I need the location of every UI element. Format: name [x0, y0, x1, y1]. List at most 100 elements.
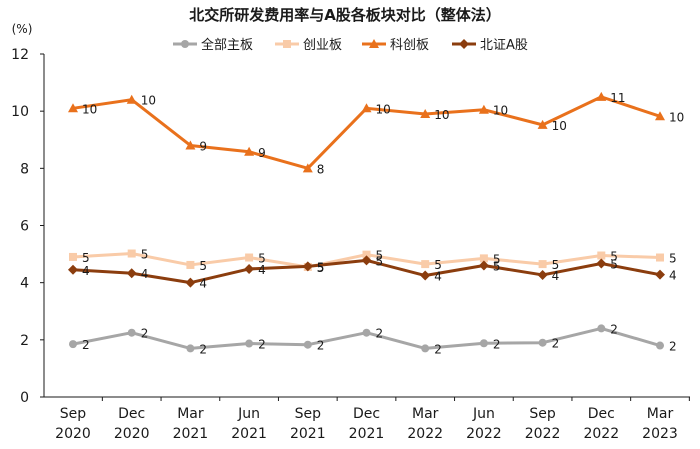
chart-title: 北交所研发费用率与A股各板块对比（整体法）: [189, 6, 501, 24]
data-label: 4: [552, 269, 560, 283]
x-tick-label: 2021: [349, 426, 385, 442]
data-label: 10: [552, 119, 567, 133]
x-tick-label: Dec: [118, 406, 145, 422]
data-label: 5: [610, 258, 618, 272]
data-point: [421, 260, 430, 269]
legend: 全部主板 创业板 科创板 北证A股: [173, 37, 528, 53]
data-point: [185, 140, 196, 150]
data-label: 5: [669, 252, 677, 266]
data-point: [537, 269, 548, 280]
x-tick-label: Dec: [353, 406, 380, 422]
data-label: 2: [434, 342, 442, 356]
data-label: 5: [434, 258, 442, 272]
data-point: [655, 269, 665, 280]
data-label: 4: [141, 267, 149, 281]
series-layer: [68, 91, 665, 353]
data-point: [362, 250, 371, 259]
legend-marker: [283, 40, 291, 48]
x-tick-label: Dec: [588, 406, 615, 422]
data-label: 2: [141, 327, 149, 341]
data-point: [69, 340, 77, 349]
x-tick-label: 2021: [173, 426, 209, 442]
data-label: 10: [434, 108, 449, 122]
data-label: 5: [258, 252, 266, 266]
y-tick-label: 10: [11, 104, 29, 120]
y-tick-label: 8: [20, 161, 29, 177]
data-label: 2: [376, 327, 384, 341]
legend-label: 创业板: [303, 38, 342, 53]
data-label: 5: [610, 250, 618, 264]
x-tick-label: Jun: [472, 406, 495, 422]
data-point: [655, 111, 665, 121]
data-label: 4: [199, 277, 207, 291]
y-axis-ticks: 0 2 4 6 8 10 12: [11, 47, 44, 406]
data-point: [302, 163, 313, 173]
legend-marker: [369, 39, 379, 48]
data-point: [537, 119, 548, 129]
data-point: [597, 324, 606, 333]
legend-label: 科创板: [390, 38, 429, 53]
x-tick-label: Sep: [295, 406, 322, 422]
x-tick-label: Sep: [529, 406, 556, 422]
data-point: [362, 328, 371, 337]
data-point: [303, 340, 312, 349]
data-label: 5: [317, 260, 325, 274]
data-label: 10: [669, 110, 684, 124]
y-tick-label: 6: [20, 219, 29, 235]
x-tick-label: Sep: [60, 406, 87, 422]
data-point: [596, 91, 607, 101]
data-label: 5: [141, 248, 149, 262]
data-label: 5: [552, 258, 560, 272]
data-point: [127, 249, 136, 258]
legend-label: 北证A股: [480, 38, 528, 53]
data-label: 2: [317, 339, 325, 353]
y-tick-label: 0: [20, 390, 29, 406]
data-label: 2: [552, 337, 560, 351]
data-point: [420, 109, 431, 119]
data-point: [186, 260, 195, 269]
data-label: 4: [82, 264, 90, 278]
data-label: 4: [434, 270, 442, 284]
axes: [43, 54, 690, 398]
x-tick-label: 2021: [231, 426, 267, 442]
x-axis-ticks: Sep 2020 Dec 2020 Mar 2021 Jun 2021 Sep 2021 Dec 20…: [55, 397, 690, 442]
data-label: 10: [82, 102, 97, 116]
data-point: [244, 146, 255, 156]
data-label: 10: [493, 104, 508, 118]
data-label: 5: [199, 259, 207, 273]
x-tick-label: 2023: [642, 426, 678, 442]
data-point: [127, 328, 136, 337]
data-point: [361, 103, 372, 113]
data-point: [126, 94, 137, 104]
data-point: [69, 252, 77, 261]
data-label: 9: [199, 139, 207, 153]
x-tick-label: 2020: [55, 426, 91, 442]
legend-marker: [181, 40, 189, 48]
data-point: [656, 341, 664, 350]
data-point: [420, 270, 431, 281]
legend-label: 全部主板: [201, 37, 253, 53]
data-point: [68, 103, 78, 113]
y-axis-unit: (%): [12, 22, 33, 36]
data-label: 8: [317, 162, 325, 176]
data-point: [538, 338, 547, 347]
data-point: [478, 104, 489, 114]
x-tick-label: Mar: [177, 406, 204, 422]
data-label: 5: [493, 260, 501, 274]
data-point: [479, 339, 488, 348]
data-label: 2: [199, 342, 207, 356]
x-tick-label: Mar: [412, 406, 439, 422]
x-tick-label: 2022: [466, 426, 502, 442]
data-label: 5: [493, 252, 501, 266]
y-tick-label: 4: [20, 276, 29, 292]
data-label: 5: [82, 251, 90, 265]
data-label: 5: [317, 261, 325, 275]
x-tick-label: 2021: [290, 426, 326, 442]
data-point: [126, 268, 137, 279]
y-tick-label: 2: [20, 333, 29, 349]
data-point: [68, 264, 78, 275]
data-point: [245, 339, 254, 348]
data-label: 4: [669, 269, 677, 283]
